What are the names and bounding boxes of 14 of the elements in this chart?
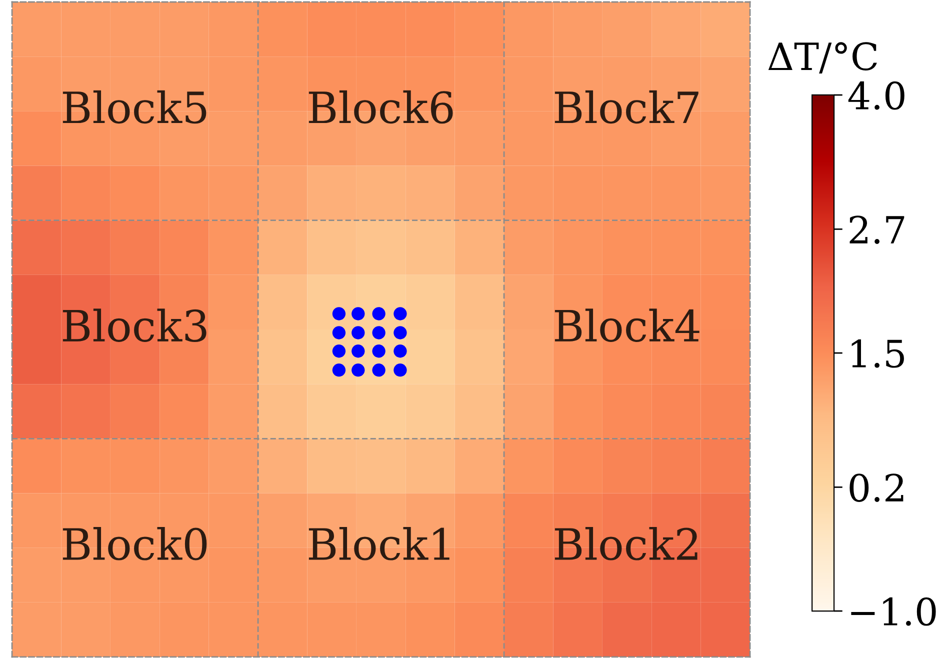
annotation: Block7 xyxy=(554,90,698,124)
color-bar-title: ΔT/°C xyxy=(768,42,877,74)
color-bar-label: −1.0 xyxy=(851,597,936,626)
color-bar-label: 2.7 xyxy=(850,216,904,244)
color-bar-label: 1.5 xyxy=(852,339,904,368)
annotation: Block2 xyxy=(554,526,698,560)
color-bar-label: 4.0 xyxy=(848,81,904,110)
annotation: Block5 xyxy=(62,90,206,124)
annotation: Block0 xyxy=(62,526,207,560)
annotation: Block3 xyxy=(62,308,206,342)
annotation: Block4 xyxy=(554,308,700,342)
annotation: Block6 xyxy=(308,90,453,124)
color-bar-label: 0.2 xyxy=(850,474,904,502)
annotation: Block1 xyxy=(308,526,450,560)
